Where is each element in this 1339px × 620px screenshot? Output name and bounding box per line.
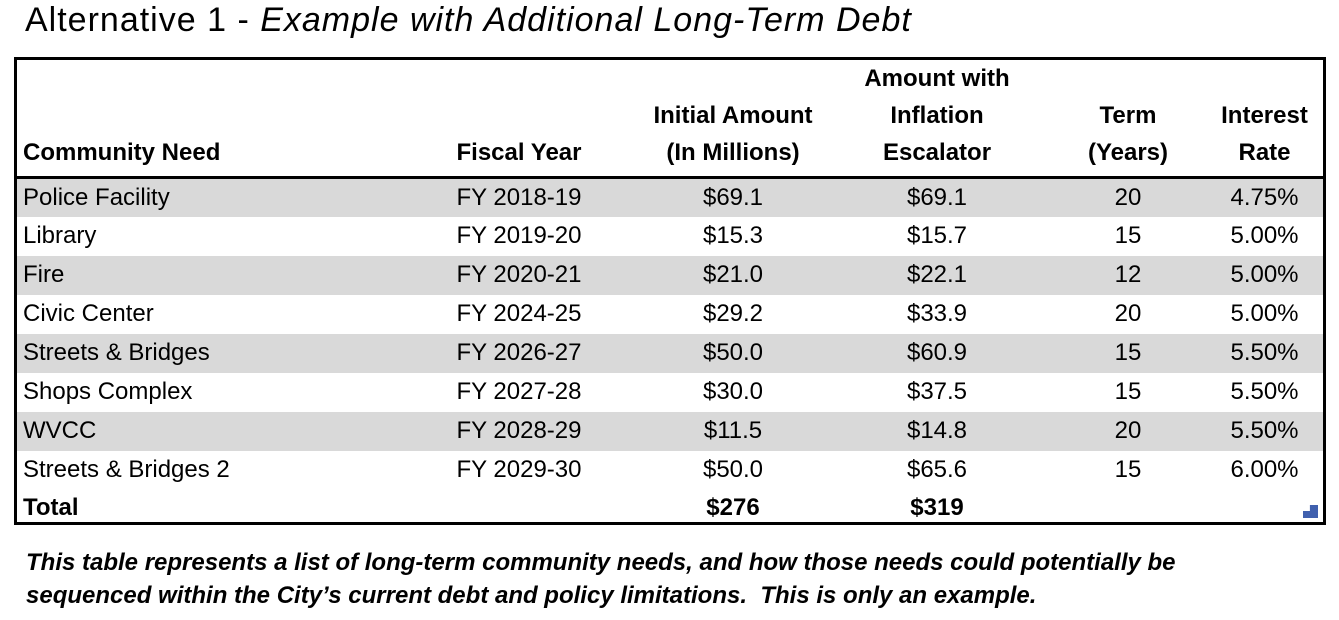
cell-fiscal-year: FY 2027-28 (456, 378, 582, 405)
cell-fiscal-year: FY 2018-19 (426, 177, 612, 217)
cell-need: Streets & Bridges (17, 333, 426, 373)
header-community-need: Community Need (17, 60, 426, 179)
page-title: Alternative 1 - Example with Additional … (25, 1, 912, 40)
page-title-italic: Example with Additional Long-Term Debt (260, 1, 912, 39)
table-row: Fire FY 2020-21 $21.0 $22.1 12 5.00% (17, 255, 1323, 295)
cell-need: Fire (17, 255, 426, 295)
cell-interest-rate: 5.00% (1206, 255, 1323, 295)
table-row: Shops Complex FY 2027-28 $30.0 $37.5 15 … (17, 373, 1323, 412)
cell-inflated-amount: $65.6 (906, 456, 968, 483)
header-row: Community Need Fiscal Year Initial Amoun… (17, 60, 1323, 179)
cell-interest-rate: 4.75% (1206, 177, 1323, 217)
total-label: Total (23, 493, 79, 521)
cell-term: 15 (1114, 456, 1142, 483)
table-row: WVCC FY 2028-29 $11.5 $14.8 20 5.50% (17, 411, 1323, 451)
cell-inflated-amount: $33.9 (906, 300, 968, 327)
total-fiscal-empty (426, 490, 612, 526)
cell-interest-rate: 6.00% (1230, 456, 1299, 483)
cell-need: Library (23, 222, 97, 249)
debt-table-grid: Community Need Fiscal Year Initial Amoun… (17, 60, 1323, 526)
total-inflated-amount: $319 (910, 493, 964, 521)
cell-fiscal-year: FY 2026-27 (426, 333, 612, 373)
cell-initial-amount: $30.0 (702, 378, 764, 405)
cell-interest-rate: 5.50% (1206, 333, 1323, 373)
cell-interest-rate: 5.50% (1206, 411, 1323, 451)
cell-inflated-amount: $69.1 (854, 177, 1020, 217)
cell-fiscal-year: FY 2024-25 (456, 300, 582, 327)
cell-need: Streets & Bridges 2 (23, 456, 230, 483)
header-interest-rate: Interest Rate (1206, 60, 1323, 179)
total-term-empty (1020, 490, 1206, 526)
cell-term: 15 (1114, 222, 1142, 249)
table-row: Streets & Bridges FY 2026-27 $50.0 $60.9… (17, 333, 1323, 373)
cell-interest-rate: 5.00% (1230, 300, 1299, 327)
table-row: Library FY 2019-20 $15.3 $15.7 15 5.00% (17, 217, 1323, 256)
header-initial-amount: Initial Amount (In Millions) (612, 60, 854, 179)
cell-initial-amount: $69.1 (612, 177, 854, 217)
total-row: Total $276 $319 (17, 490, 1323, 526)
cell-fiscal-year: FY 2019-20 (456, 222, 582, 249)
page-title-regular: Alternative 1 - (25, 1, 261, 39)
cell-term: 20 (1114, 300, 1142, 327)
cell-initial-amount: $50.0 (702, 456, 764, 483)
cell-inflated-amount: $22.1 (854, 255, 1020, 295)
total-initial-amount: $276 (706, 493, 760, 521)
cell-fiscal-year: FY 2029-30 (456, 456, 582, 483)
debt-schedule-table: Community Need Fiscal Year Initial Amoun… (14, 57, 1326, 525)
cell-need: Police Facility (17, 177, 426, 217)
cell-initial-amount: $11.5 (612, 411, 854, 451)
table-row: Police Facility FY 2018-19 $69.1 $69.1 2… (17, 177, 1323, 217)
cell-interest-rate: 5.00% (1230, 222, 1299, 249)
cell-inflated-amount: $37.5 (906, 378, 968, 405)
footnote: This table represents a list of long-ter… (26, 546, 1176, 612)
cell-term: 20 (1020, 177, 1206, 217)
cell-initial-amount: $15.3 (702, 222, 764, 249)
cell-inflated-amount: $60.9 (854, 333, 1020, 373)
cell-term: 20 (1020, 411, 1206, 451)
cell-term: 12 (1020, 255, 1206, 295)
cell-need: WVCC (17, 411, 426, 451)
table-row: Civic Center FY 2024-25 $29.2 $33.9 20 5… (17, 295, 1323, 334)
header-fiscal-year: Fiscal Year (426, 60, 612, 179)
footnote-line-1: This table represents a list of long-ter… (26, 549, 1176, 576)
total-rate-empty (1206, 490, 1323, 526)
header-term: Term (Years) (1020, 60, 1206, 179)
cell-initial-amount: $29.2 (702, 300, 764, 327)
cell-inflated-amount: $15.7 (906, 222, 968, 249)
cell-term: 15 (1020, 333, 1206, 373)
header-inflation-escalator: Amount with Inflation Escalator (854, 60, 1020, 179)
cell-fiscal-year: FY 2020-21 (426, 255, 612, 295)
cell-need: Shops Complex (23, 378, 193, 405)
cell-interest-rate: 5.50% (1230, 378, 1299, 405)
cell-inflated-amount: $14.8 (854, 411, 1020, 451)
cell-initial-amount: $21.0 (612, 255, 854, 295)
footnote-line-2: sequenced within the City’s current debt… (26, 582, 1037, 609)
table-row: Streets & Bridges 2 FY 2029-30 $50.0 $65… (17, 451, 1323, 490)
cell-initial-amount: $50.0 (612, 333, 854, 373)
cell-term: 15 (1114, 378, 1142, 405)
cell-fiscal-year: FY 2028-29 (426, 411, 612, 451)
cell-need: Civic Center (23, 300, 154, 327)
